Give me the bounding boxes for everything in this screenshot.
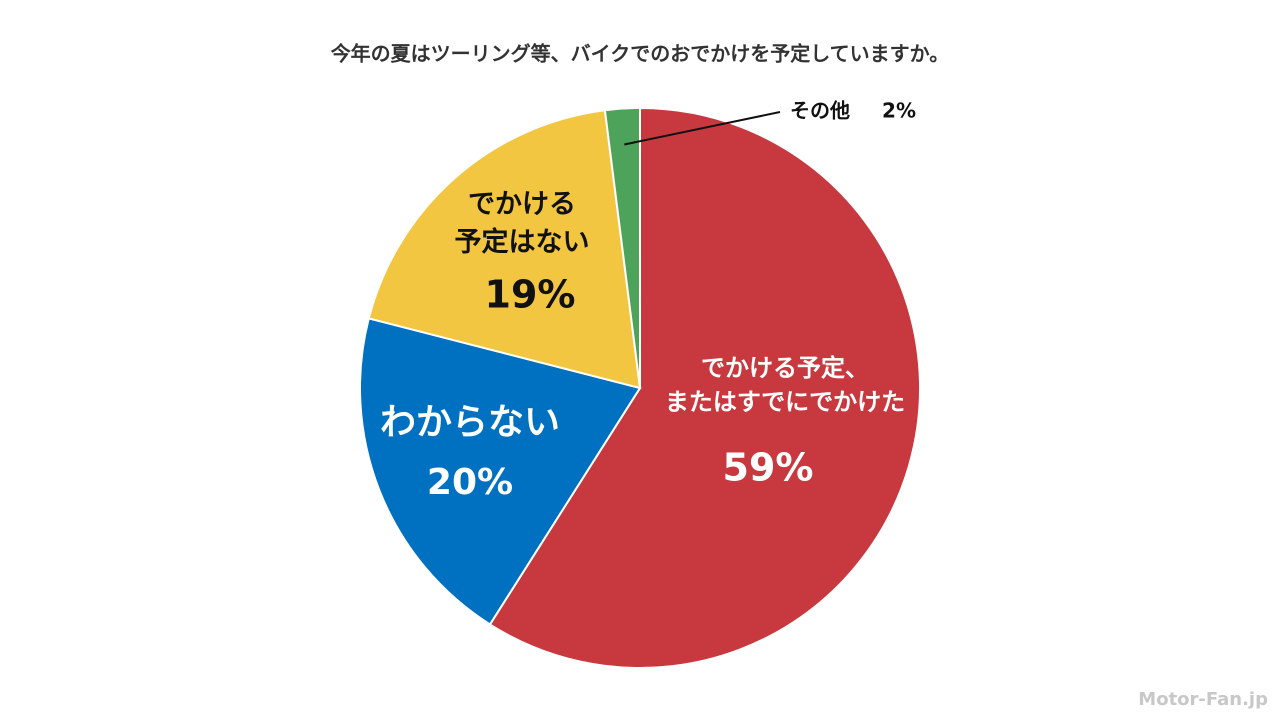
- value-label: 59%: [723, 446, 814, 490]
- pie-slice: [488, 106, 921, 669]
- pie-slice: [367, 109, 642, 390]
- value-label: 20%: [427, 462, 513, 503]
- pie-slice: [359, 317, 642, 626]
- value-label: 19%: [485, 273, 576, 317]
- chart-title: 今年の夏はツーリング等、バイクでのおでかけを予定していますか。: [331, 42, 950, 66]
- pie-slice: [603, 106, 641, 389]
- watermark: Motor-Fan.jp: [1138, 689, 1268, 710]
- slice-label: わからない: [380, 402, 560, 443]
- slice-label: でかける予定はない: [455, 189, 590, 258]
- leader-line: [624, 111, 781, 146]
- slice-label: その他: [790, 99, 850, 123]
- slice-label: でかける予定、またはすでにでかけた: [665, 354, 905, 416]
- value-label: 2%: [882, 99, 916, 123]
